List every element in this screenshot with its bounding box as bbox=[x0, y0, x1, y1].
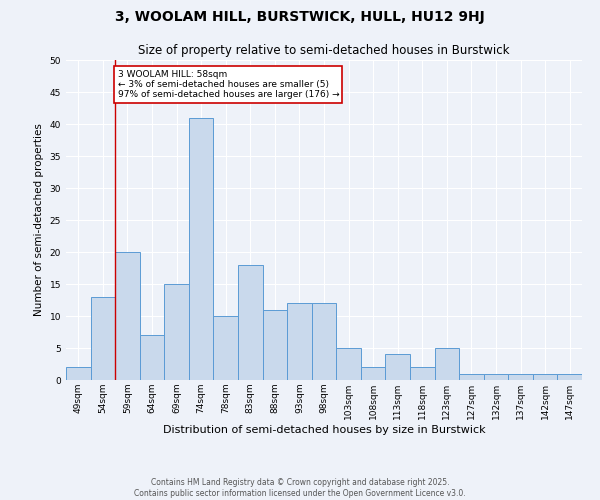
Bar bbox=[508, 374, 533, 380]
Bar bbox=[336, 348, 361, 380]
Bar bbox=[484, 374, 508, 380]
Bar bbox=[312, 303, 336, 380]
Text: Contains HM Land Registry data © Crown copyright and database right 2025.
Contai: Contains HM Land Registry data © Crown c… bbox=[134, 478, 466, 498]
Bar bbox=[238, 265, 263, 380]
Bar bbox=[459, 374, 484, 380]
Bar bbox=[287, 303, 312, 380]
X-axis label: Distribution of semi-detached houses by size in Burstwick: Distribution of semi-detached houses by … bbox=[163, 424, 485, 434]
Bar bbox=[214, 316, 238, 380]
Y-axis label: Number of semi-detached properties: Number of semi-detached properties bbox=[34, 124, 44, 316]
Bar bbox=[385, 354, 410, 380]
Title: Size of property relative to semi-detached houses in Burstwick: Size of property relative to semi-detach… bbox=[138, 44, 510, 58]
Bar bbox=[361, 367, 385, 380]
Bar bbox=[410, 367, 434, 380]
Bar bbox=[66, 367, 91, 380]
Text: 3, WOOLAM HILL, BURSTWICK, HULL, HU12 9HJ: 3, WOOLAM HILL, BURSTWICK, HULL, HU12 9H… bbox=[115, 10, 485, 24]
Text: 3 WOOLAM HILL: 58sqm
← 3% of semi-detached houses are smaller (5)
97% of semi-de: 3 WOOLAM HILL: 58sqm ← 3% of semi-detach… bbox=[118, 70, 339, 100]
Bar bbox=[434, 348, 459, 380]
Bar bbox=[140, 335, 164, 380]
Bar bbox=[263, 310, 287, 380]
Bar bbox=[115, 252, 140, 380]
Bar bbox=[189, 118, 214, 380]
Bar bbox=[91, 297, 115, 380]
Bar bbox=[164, 284, 189, 380]
Bar bbox=[533, 374, 557, 380]
Bar bbox=[557, 374, 582, 380]
